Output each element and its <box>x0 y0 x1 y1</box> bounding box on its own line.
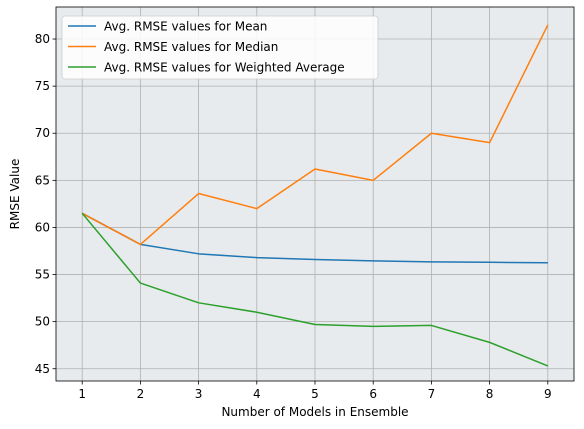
x-tick-label: 3 <box>195 387 203 401</box>
x-tick-label: 8 <box>486 387 494 401</box>
y-tick-label: 80 <box>35 32 50 46</box>
y-tick-label: 75 <box>35 79 50 93</box>
y-tick-label: 45 <box>35 362 50 376</box>
x-tick-label: 7 <box>428 387 436 401</box>
y-axis-label: RMSE Value <box>8 159 22 230</box>
x-tick-label: 6 <box>369 387 377 401</box>
legend-label-2: Avg. RMSE values for Median <box>104 40 278 54</box>
series-line-1 <box>81 212 548 264</box>
series-lines <box>81 24 549 367</box>
x-tick-label: 5 <box>311 387 319 401</box>
x-tick-label: 2 <box>137 387 145 401</box>
x-tick-label: 9 <box>544 387 552 401</box>
y-tick-label: 65 <box>35 173 50 187</box>
x-tick-label: 4 <box>253 387 261 401</box>
y-tick-label: 55 <box>35 268 50 282</box>
y-tick-label: 70 <box>35 126 50 140</box>
legend-box <box>61 15 379 80</box>
y-tick-label: 50 <box>35 315 50 329</box>
series-line-3 <box>81 212 549 367</box>
legend-label-1: Avg. RMSE values for Mean <box>104 20 267 34</box>
legend: Avg. RMSE values for Mean Avg. RMSE value… <box>61 15 379 80</box>
series-line-2 <box>81 24 549 246</box>
legend-label-3: Avg. RMSE values for Weighted Average <box>104 61 345 75</box>
x-tick-label: 1 <box>78 387 86 401</box>
x-axis-label: Number of Models in Ensemble <box>221 405 408 419</box>
x-axis-ticks: 1 2 3 4 5 6 7 8 9 <box>78 381 552 401</box>
y-axis-ticks: 45 50 55 60 65 70 75 80 <box>35 32 56 376</box>
y-tick-label: 60 <box>35 220 50 234</box>
